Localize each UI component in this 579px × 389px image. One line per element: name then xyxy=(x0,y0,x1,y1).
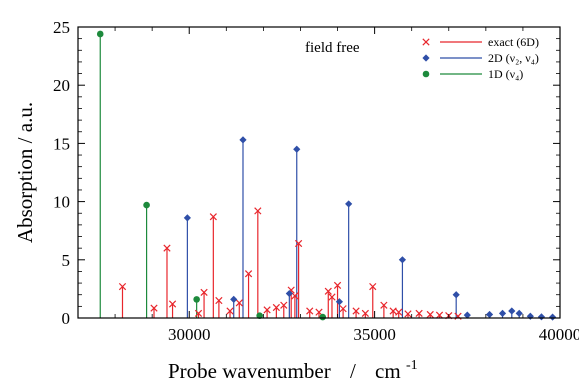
marker-oned xyxy=(97,31,104,38)
x-axis-title-separator: / xyxy=(350,359,356,383)
y-tick-label: 0 xyxy=(62,309,71,328)
x-tick-label: 40000 xyxy=(539,325,579,344)
y-axis-title: Absorption / a.u. xyxy=(13,102,37,243)
x-axis-title: Probe wavenumber / cm -1 xyxy=(168,358,418,383)
marker-twod xyxy=(230,296,237,303)
marker-twod xyxy=(336,298,343,305)
y-tick-label: 5 xyxy=(62,251,71,270)
marker-twod xyxy=(239,136,246,143)
annotation-field-free: field free xyxy=(305,40,360,56)
x-axis-title-unit: cm xyxy=(375,359,401,383)
legend: exact (6D) 2D (ν₂, ν₄) 1D (ν₄) xyxy=(422,35,539,81)
legend-label-twod: 2D (ν₂, ν₄) xyxy=(488,51,539,65)
marker-twod xyxy=(486,311,493,318)
marker-twod xyxy=(538,313,545,320)
y-tick-label: 20 xyxy=(53,76,70,95)
marker-twod xyxy=(499,310,506,317)
y-tick-label: 25 xyxy=(53,18,70,37)
marker-twod xyxy=(184,214,191,221)
marker-twod xyxy=(453,291,460,298)
y-tick-label: 10 xyxy=(53,193,70,212)
y-tick-label: 15 xyxy=(53,134,70,153)
x-tick-label: 30000 xyxy=(168,325,211,344)
marker-twod xyxy=(345,200,352,207)
legend-marker-oned xyxy=(423,71,430,78)
legend-marker-exact xyxy=(423,39,429,45)
legend-marker-twod xyxy=(422,54,429,61)
sticks-layer xyxy=(100,34,552,318)
legend-label-exact: exact (6D) xyxy=(488,35,539,49)
marker-twod xyxy=(516,310,523,317)
x-axis-title-text: Probe wavenumber xyxy=(168,359,331,383)
marker-twod xyxy=(527,313,534,320)
x-axis-title-unit-exponent: -1 xyxy=(406,358,418,373)
marker-twod xyxy=(508,307,515,314)
marker-twod xyxy=(549,313,556,320)
x-tick-label: 35000 xyxy=(353,325,396,344)
marker-twod xyxy=(293,146,300,153)
marker-oned xyxy=(143,202,150,209)
marker-oned xyxy=(319,314,326,321)
marker-twod xyxy=(399,256,406,263)
marker-oned xyxy=(193,296,200,303)
legend-label-oned: 1D (ν₄) xyxy=(488,67,523,81)
